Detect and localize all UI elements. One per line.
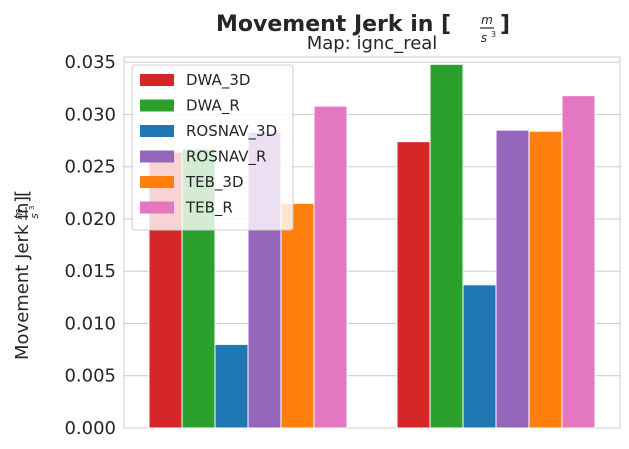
chart-title-numerator: m [481, 13, 493, 27]
y-axis-label-numerator: m [12, 209, 25, 220]
legend: DWA_3D DWA_R ROSNAV_3D ROSNAV_R TEB_3D TEB_R [131, 64, 294, 231]
y-tick-label: 0.005 [64, 366, 116, 387]
bar-teb-r [561, 95, 596, 429]
legend-swatch [140, 150, 174, 163]
chart-title-exponent: 3 [491, 30, 496, 39]
y-tick-label: 0.000 [64, 418, 116, 439]
bar-dwa-r [429, 63, 464, 429]
chart-title-text: Movement Jerk in [ [216, 12, 451, 37]
y-axis-label-exponent: 3 [28, 206, 36, 210]
legend-swatch [140, 99, 174, 112]
legend-swatch [140, 125, 174, 137]
legend-label: TEB_3D [185, 173, 244, 192]
y-axis-label-close: ] [12, 196, 33, 203]
legend-label: DWA_3D [186, 71, 250, 90]
y-tick-label: 0.030 [64, 104, 116, 125]
bar-rosnav-3d [462, 284, 497, 429]
y-axis-label: Movement Jerk in [ m s 3 ] [12, 190, 41, 360]
bar-rosnav-r [495, 129, 530, 429]
chart-title: Movement Jerk in [ m s 3 ] [216, 12, 510, 45]
legend-swatch [140, 201, 174, 214]
y-tick-labels: 0.000 0.005 0.010 0.015 0.020 0.025 0.030 0.035 [64, 52, 116, 439]
bar-teb-3d [528, 130, 563, 429]
bar-dwa-3d [396, 141, 431, 429]
legend-label: ROSNAV_3D [186, 122, 277, 141]
y-axis-label-denominator: s [28, 213, 41, 219]
bar-rosnav-3d [214, 343, 249, 429]
y-tick-label: 0.035 [64, 52, 116, 73]
legend-swatch [140, 176, 174, 188]
y-axis-label-text: Movement Jerk in [ [12, 190, 33, 360]
chart-title-close: ] [500, 12, 510, 37]
y-tick-label: 0.020 [64, 209, 116, 230]
y-tick-label: 0.010 [64, 313, 116, 334]
chart-title-denominator: s [481, 31, 487, 45]
legend-label: DWA_R [186, 97, 240, 116]
y-tick-label: 0.025 [64, 157, 116, 178]
legend-swatch [140, 74, 174, 86]
bar-teb-r [313, 105, 348, 429]
chart-subtitle: Map: ignc_real [307, 33, 438, 54]
bar-teb-3d [280, 202, 315, 429]
legend-label: ROSNAV_R [186, 148, 266, 167]
y-tick-label: 0.015 [64, 261, 116, 282]
legend-label: TEB_R [185, 199, 233, 218]
